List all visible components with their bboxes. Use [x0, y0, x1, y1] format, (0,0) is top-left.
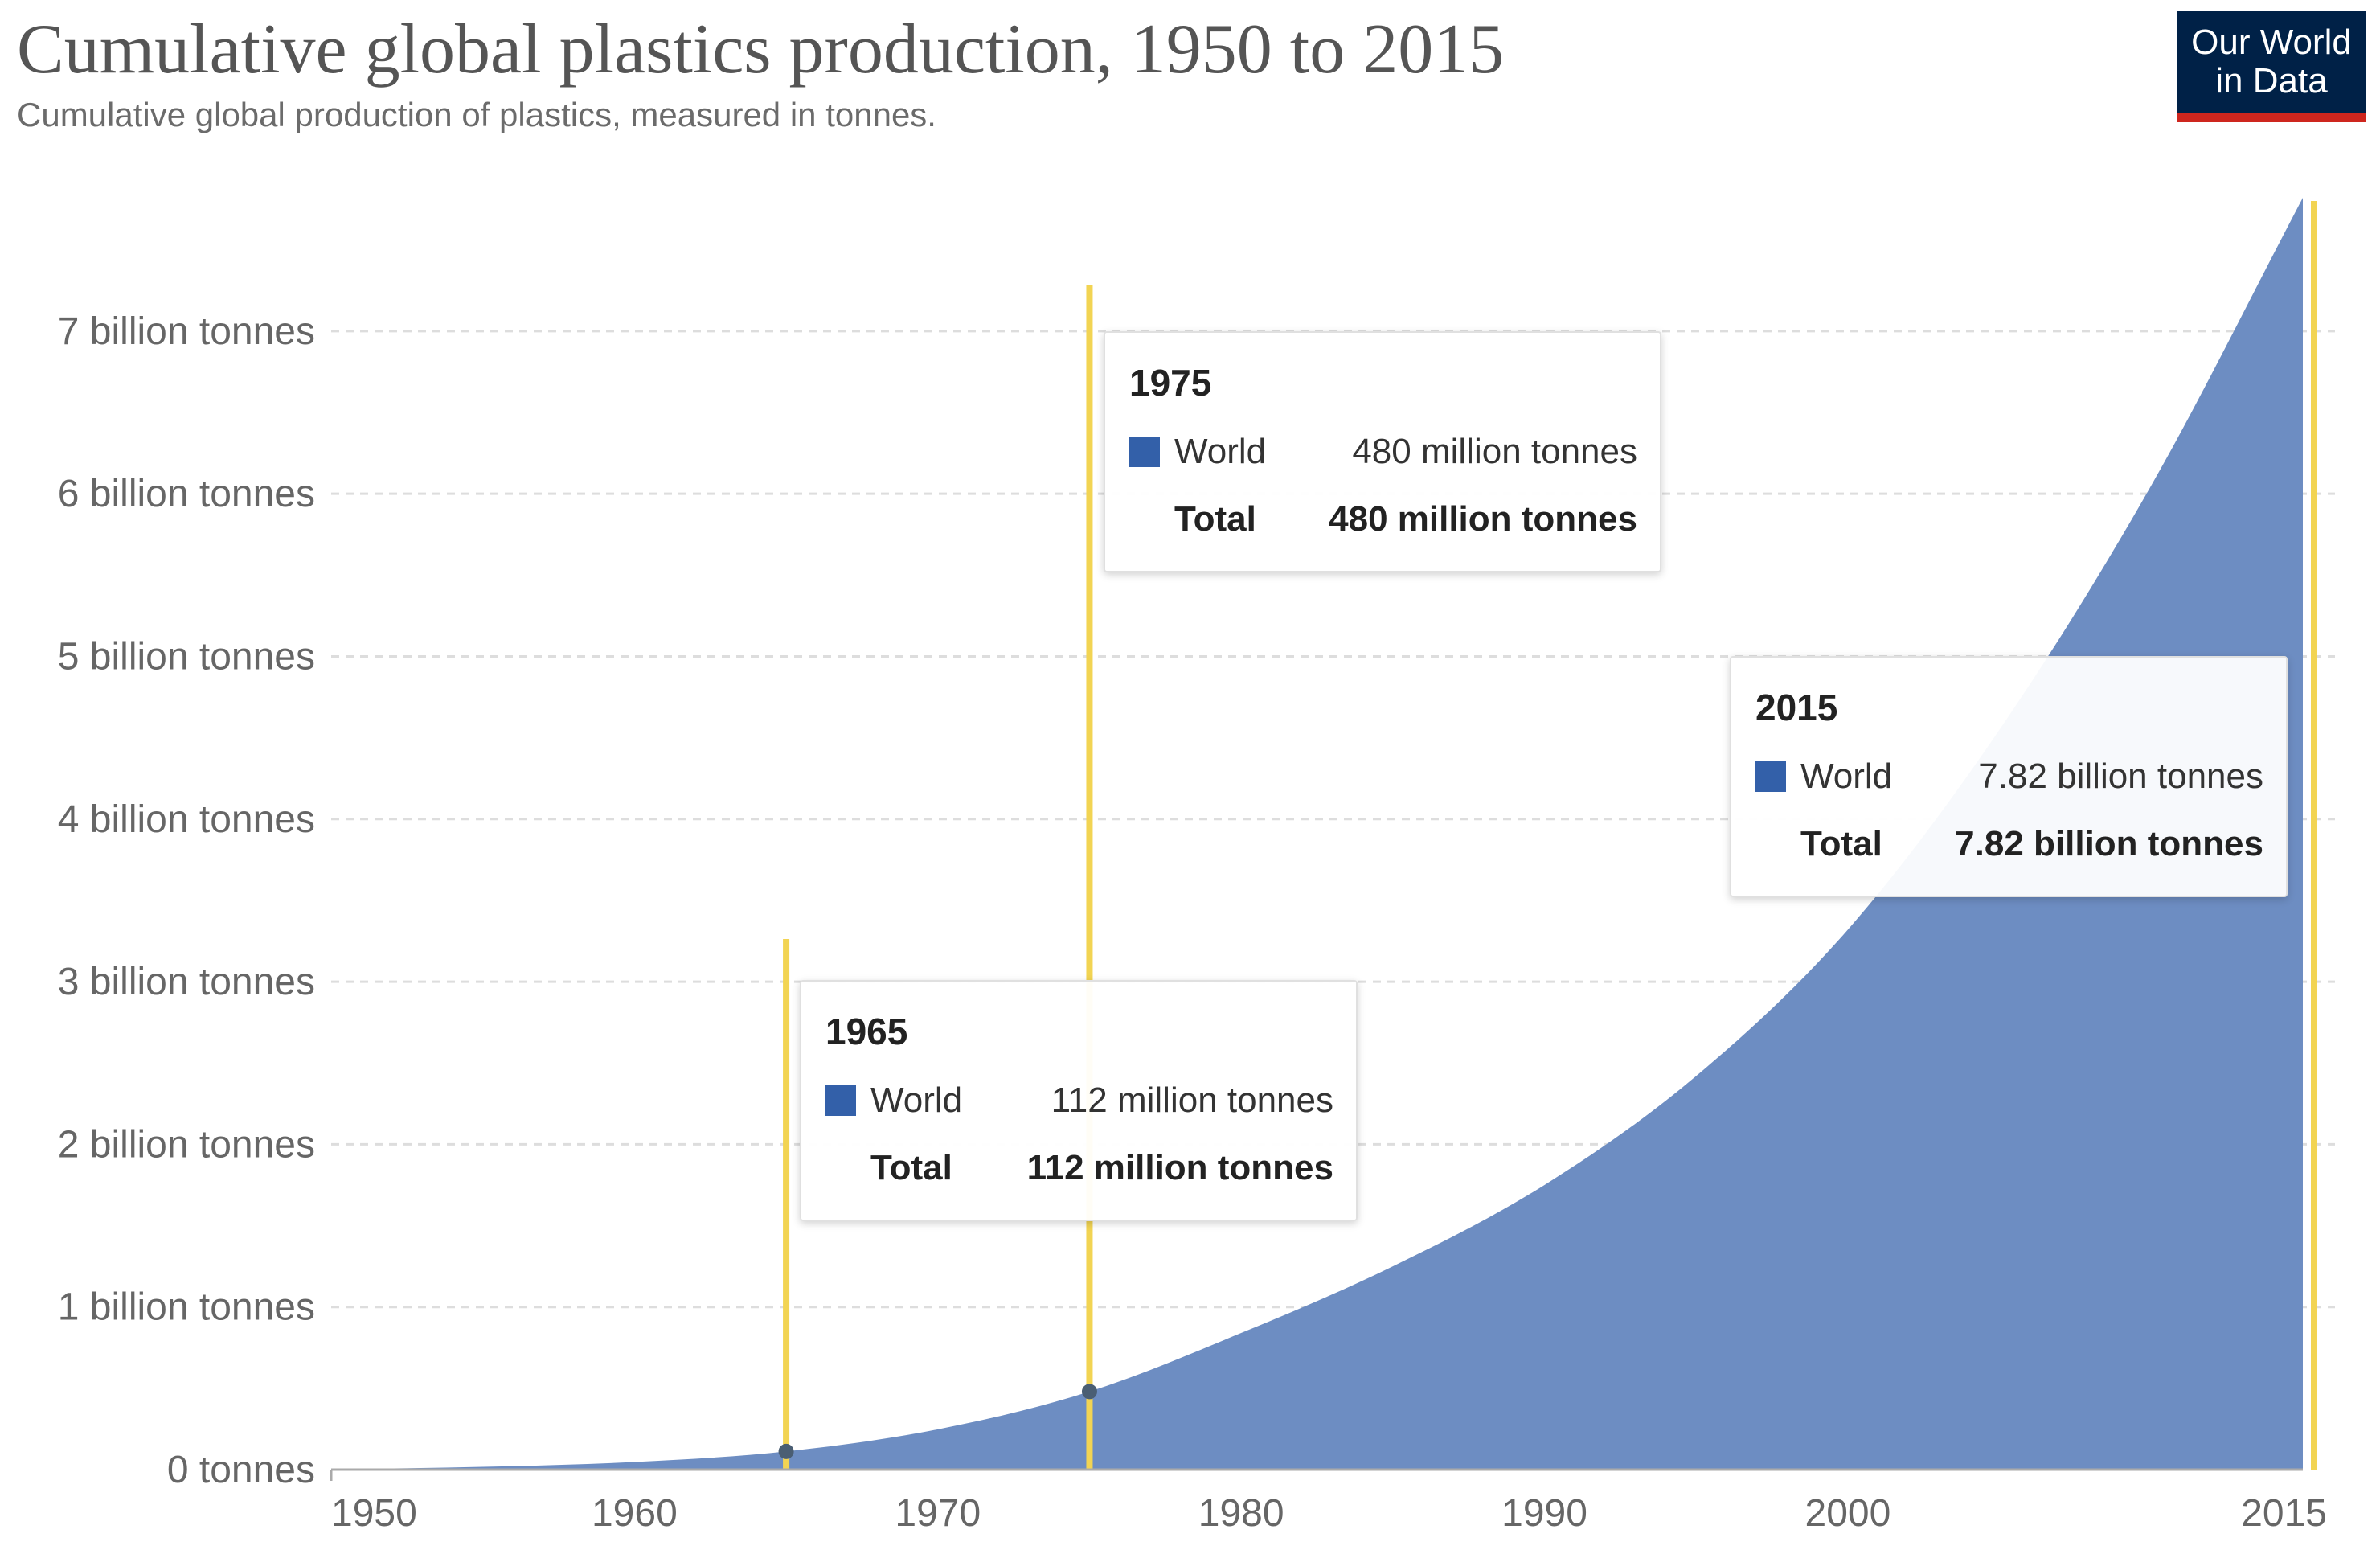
tooltip-total-label: Total — [870, 1148, 952, 1187]
tooltip-total-value: 480 million tonnes — [1329, 499, 1637, 539]
tooltip-total-value: 112 million tonnes — [1026, 1148, 1333, 1187]
tooltip-total-value: 7.82 billion tonnes — [1955, 824, 2263, 863]
tooltip-year: 1975 — [1129, 362, 1212, 404]
tooltip-1975: 1975 World 480 million tonnes Total 480 … — [1104, 331, 1661, 572]
x-tick-label: 1960 — [592, 1492, 678, 1535]
tooltip-series-row: World 480 million tonnes — [1129, 418, 1637, 486]
our-world-in-data-logo[interactable]: Our World in Data — [2177, 11, 2366, 122]
highlight-lines — [778, 201, 2317, 1470]
tooltip-total-label: Total — [1174, 499, 1256, 539]
tooltip-total-label: Total — [1800, 824, 1882, 863]
data-point-1965[interactable] — [778, 1443, 794, 1459]
data-point-1975[interactable] — [1081, 1384, 1097, 1400]
x-tick-label: 1980 — [1198, 1492, 1284, 1535]
x-tick-label: 2000 — [1805, 1492, 1891, 1535]
x-tick-label: 1970 — [895, 1492, 981, 1535]
area-series-world[interactable] — [331, 197, 2303, 1470]
y-tick-label: 0 tonnes — [167, 1449, 315, 1491]
y-tick-label: 1 billion tonnes — [58, 1286, 315, 1329]
tooltip-2015: 2015 World 7.82 billion tonnes Total 7.8… — [1730, 656, 2288, 897]
tooltip-series-row: World 7.82 billion tonnes — [1755, 743, 2263, 810]
tooltip-series-name: World — [870, 1081, 963, 1120]
tooltip-series-value: 7.82 billion tonnes — [1978, 757, 2263, 796]
y-tick-label: 3 billion tonnes — [58, 961, 315, 1003]
x-tick-label: 1990 — [1501, 1492, 1587, 1535]
series-swatch-icon — [1129, 437, 1160, 467]
tooltip-series-name: World — [1800, 757, 1893, 796]
series-swatch-icon — [1755, 761, 1786, 792]
logo-line-1: Our World — [2191, 23, 2352, 62]
tooltip-series-name: World — [1174, 432, 1267, 471]
x-axis — [330, 1468, 2303, 1481]
y-axis-tick-labels: 0 tonnes 1 billion tonnes 2 billion tonnes… — [58, 310, 315, 1491]
tooltip-series-value: 480 million tonnes — [1352, 432, 1637, 471]
tooltip-total-row: Total 7.82 billion tonnes — [1755, 810, 2263, 878]
area-series-layer — [331, 197, 2303, 1470]
y-tick-label: 6 billion tonnes — [58, 473, 315, 515]
tooltip-total-row: Total 480 million tonnes — [1129, 486, 1637, 553]
tooltip-total-row: Total 112 million tonnes — [825, 1134, 1333, 1202]
x-tick-label: 1950 — [331, 1492, 417, 1535]
y-tick-label: 4 billion tonnes — [58, 798, 315, 841]
y-tick-label: 5 billion tonnes — [58, 635, 315, 678]
logo-line-2: in Data — [2215, 61, 2328, 100]
y-tick-label: 7 billion tonnes — [58, 310, 315, 353]
tooltip-series-value: 112 million tonnes — [1051, 1081, 1333, 1120]
x-axis-tick-labels: 1950 1960 1970 1980 1990 2000 2015 — [331, 1492, 2327, 1535]
tooltip-year: 1965 — [825, 1011, 908, 1052]
series-swatch-icon — [825, 1085, 856, 1116]
chart-title: Cumulative global plastics production, 1… — [17, 10, 1505, 88]
tooltip-year: 2015 — [1755, 687, 1838, 728]
tooltip-series-row: World 112 million tonnes — [825, 1067, 1333, 1134]
chart-subtitle: Cumulative global production of plastics… — [17, 96, 936, 133]
tooltip-1965: 1965 World 112 million tonnes Total 112 … — [800, 980, 1358, 1221]
x-tick-label: 2015 — [2241, 1492, 2327, 1535]
y-tick-label: 2 billion tonnes — [58, 1123, 315, 1166]
